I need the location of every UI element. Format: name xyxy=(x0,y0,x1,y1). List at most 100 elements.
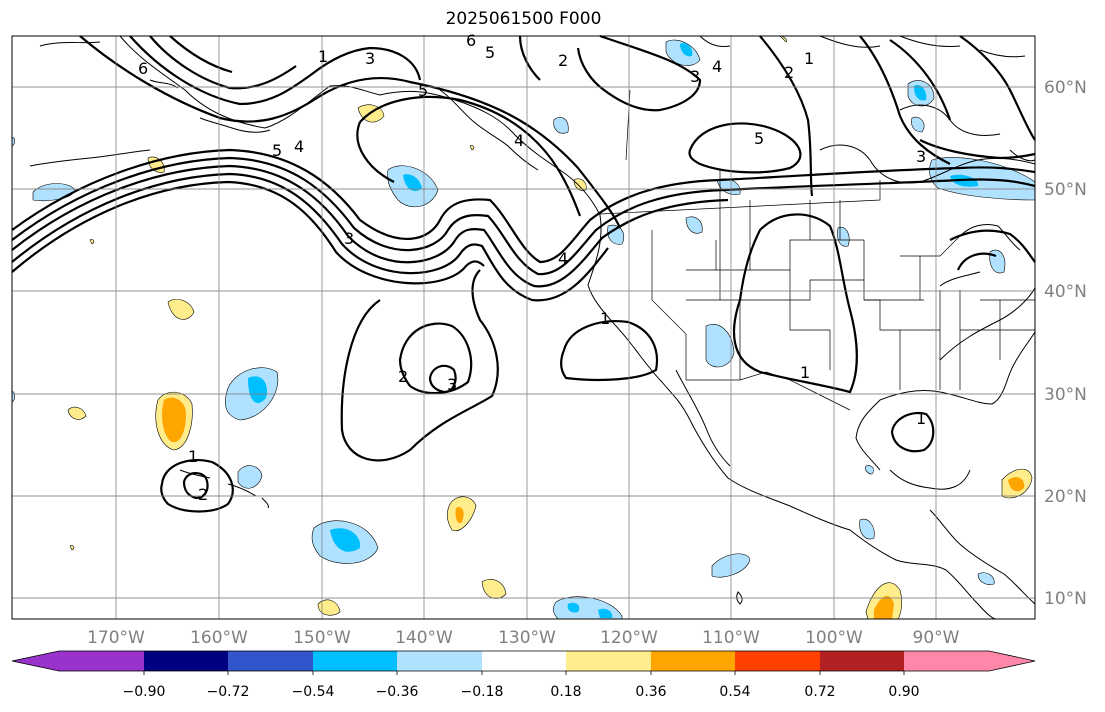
lat-label: 30°N xyxy=(1044,385,1087,405)
contour-label: 3 xyxy=(365,49,375,68)
svg-text:1: 1 xyxy=(318,47,328,66)
colorbar-tick-label: −0.36 xyxy=(376,684,419,700)
colorbar: −0.90 −0.72 −0.54 −0.36 −0.18 0.18 0.36 … xyxy=(11,650,1036,700)
contour-label: 1 xyxy=(804,49,814,68)
lon-label: 160°W xyxy=(190,628,248,648)
map-frame xyxy=(11,35,1036,620)
colorbar-tick-label: −0.90 xyxy=(123,684,166,700)
contour-label: 6 xyxy=(138,59,148,78)
svg-text:6: 6 xyxy=(466,31,476,50)
lon-label: 130°W xyxy=(498,628,556,648)
colorbar-swatch xyxy=(566,651,651,671)
svg-text:3: 3 xyxy=(365,49,375,68)
lon-label: 170°W xyxy=(87,628,145,648)
svg-text:2: 2 xyxy=(784,63,794,82)
svg-text:1: 1 xyxy=(188,447,198,466)
latitude-labels: 60°N 50°N 40°N 30°N 20°N 10°N xyxy=(1044,78,1087,609)
svg-text:5: 5 xyxy=(754,129,764,148)
svg-text:5: 5 xyxy=(418,81,428,100)
colorbar-tick-label: −0.18 xyxy=(461,684,504,700)
svg-text:2: 2 xyxy=(558,51,568,70)
svg-text:2: 2 xyxy=(398,367,408,386)
contour-label: 4 xyxy=(558,249,568,268)
svg-text:3: 3 xyxy=(447,375,457,394)
svg-text:3: 3 xyxy=(916,147,926,166)
lat-label: 60°N xyxy=(1044,78,1087,98)
contour-label: 4 xyxy=(514,131,524,150)
contour-label: 3 xyxy=(447,375,457,394)
contour-label: 5 xyxy=(754,129,764,148)
svg-text:1: 1 xyxy=(600,309,610,328)
svg-text:3: 3 xyxy=(344,229,354,248)
contour-label: 2 xyxy=(784,63,794,82)
svg-text:1: 1 xyxy=(804,49,814,68)
colorbar-swatch xyxy=(228,651,313,671)
colorbar-swatch xyxy=(651,651,736,671)
contour-label: 5 xyxy=(418,81,428,100)
colorbar-swatch xyxy=(904,651,989,671)
colorbar-tick-label: −0.72 xyxy=(207,684,250,700)
contour-lines xyxy=(11,34,1036,513)
svg-text:4: 4 xyxy=(294,137,304,156)
map-title: 2025061500 F000 xyxy=(445,9,602,29)
colorbar-tick-label: 0.18 xyxy=(550,684,581,700)
contour-label: 1 xyxy=(188,447,198,466)
colorbar-outline xyxy=(11,650,1036,672)
contour-label: 1 xyxy=(800,363,810,382)
lon-label: 110°W xyxy=(702,628,760,648)
lat-label: 50°N xyxy=(1044,180,1087,200)
svg-text:5: 5 xyxy=(485,43,495,62)
lon-label: 90°W xyxy=(913,628,960,648)
lon-label: 150°W xyxy=(293,628,351,648)
contour-label: 3 xyxy=(690,67,700,86)
contour-label: 2 xyxy=(558,51,568,70)
svg-text:6: 6 xyxy=(138,59,148,78)
contour-label: 5 xyxy=(485,43,495,62)
contour-label: 1 xyxy=(318,47,328,66)
svg-text:1: 1 xyxy=(916,409,926,428)
contour-label: 5 xyxy=(272,141,282,160)
lat-label: 40°N xyxy=(1044,282,1087,302)
colorbar-tick-label: 0.90 xyxy=(888,684,919,700)
colorbar-swatch xyxy=(820,651,905,671)
colorbar-swatch xyxy=(313,651,398,671)
svg-text:4: 4 xyxy=(712,57,722,76)
colorbar-swatch xyxy=(735,651,820,671)
colorbar-swatch xyxy=(12,651,59,671)
colorbar-swatch xyxy=(989,651,1035,671)
svg-text:2: 2 xyxy=(198,485,208,504)
colorbar-tick-label: −0.54 xyxy=(292,684,335,700)
contour-label: 1 xyxy=(600,309,610,328)
contour-label: 4 xyxy=(712,57,722,76)
lat-label: 10°N xyxy=(1044,589,1087,609)
lon-label: 120°W xyxy=(600,628,658,648)
lat-label: 20°N xyxy=(1044,487,1087,507)
graticule xyxy=(12,36,1035,619)
contour-label: 1 xyxy=(916,409,926,428)
svg-text:4: 4 xyxy=(558,249,568,268)
svg-text:1: 1 xyxy=(800,363,810,382)
contour-label: 4 xyxy=(294,137,304,156)
svg-text:4: 4 xyxy=(514,131,524,150)
longitude-labels: 170°W 160°W 150°W 140°W 130°W 120°W 110°… xyxy=(87,628,960,648)
colorbar-tick-label: 0.72 xyxy=(804,684,835,700)
contour-label: 2 xyxy=(198,485,208,504)
lon-label: 100°W xyxy=(805,628,863,648)
contour-labels: 1 3 5 4 6 5 2 3 4 2 1 5 3 3 4 2 3 1 1 1 … xyxy=(138,31,926,504)
colorbar-swatch xyxy=(397,651,482,671)
map-panel: 1 3 5 4 6 5 2 3 4 2 1 5 3 3 4 2 3 1 1 1 … xyxy=(11,31,1036,620)
lon-label: 140°W xyxy=(395,628,453,648)
colorbar-tick-label: 0.36 xyxy=(635,684,666,700)
colorbar-swatch xyxy=(482,651,567,671)
svg-text:5: 5 xyxy=(272,141,282,160)
colorbar-swatch xyxy=(59,651,144,671)
colorbar-swatch xyxy=(144,651,229,671)
contour-label: 3 xyxy=(344,229,354,248)
contour-label: 6 xyxy=(466,31,476,50)
contour-label: 2 xyxy=(398,367,408,386)
colorbar-ticks xyxy=(143,671,905,675)
svg-text:3: 3 xyxy=(690,67,700,86)
colorbar-tick-label: 0.54 xyxy=(719,684,750,700)
contour-label: 3 xyxy=(916,147,926,166)
